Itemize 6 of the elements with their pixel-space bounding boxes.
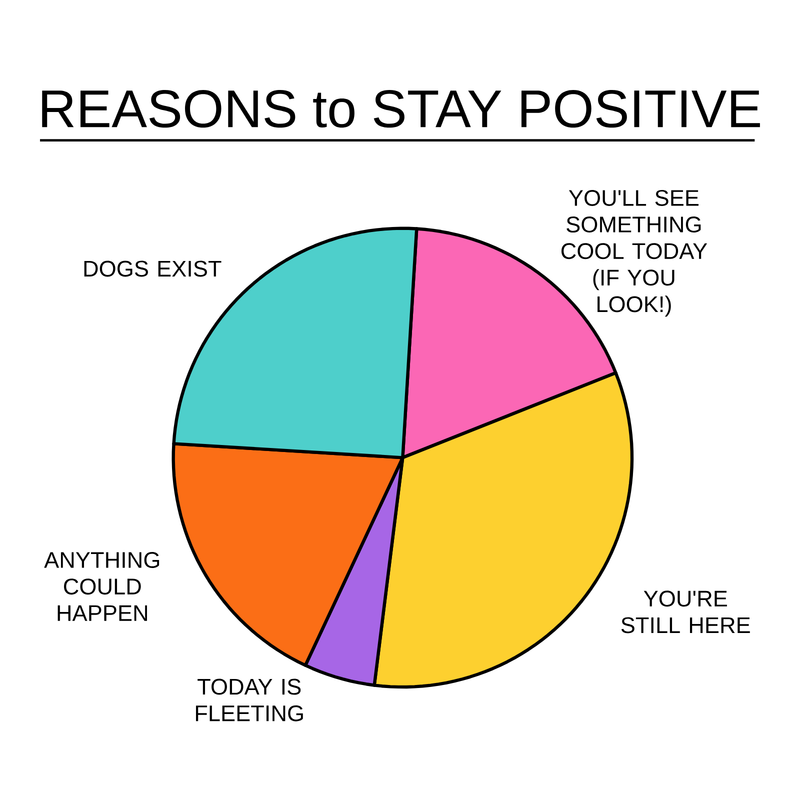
slice-label: TODAY IS FLEETING <box>196 678 303 722</box>
slice-label: YOU'LL SEE SOMETHING COOL TODAY (IF YOU LOOK!) <box>561 190 708 317</box>
slice-label: YOU'RE STILL HERE <box>621 590 750 634</box>
slice-label: ANYTHING COULD HAPPEN <box>44 552 160 621</box>
chart-title: REASONS to STAY POSITIVE <box>42 90 760 128</box>
slice-label: DOGS EXIST <box>84 260 222 277</box>
